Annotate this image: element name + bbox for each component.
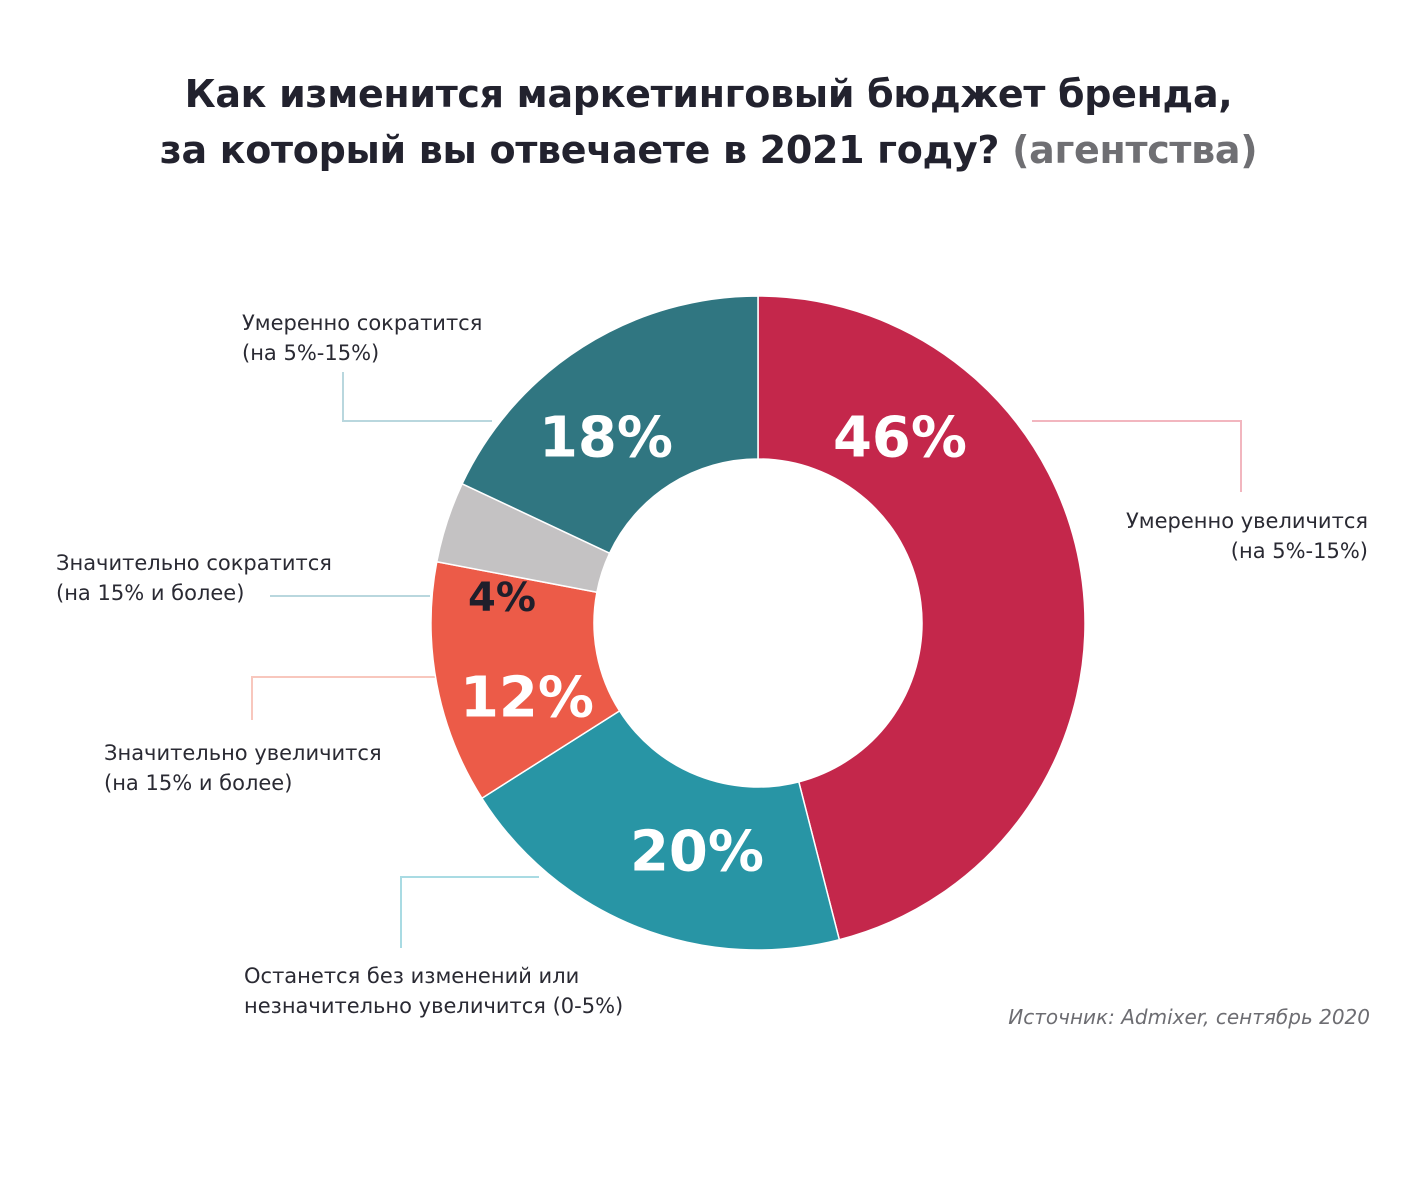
slice-category-label: Значительно увеличится (на 15% и более) bbox=[104, 741, 382, 795]
slice-category-label-line: Умеренно увеличится bbox=[1126, 509, 1368, 533]
leader-lines bbox=[251, 372, 1242, 948]
slice-category-label: Умеренно сократится (на 5%-15%) bbox=[242, 311, 482, 365]
leader-line bbox=[400, 876, 539, 948]
chart-title-line-2: за который вы отвечаете в 2021 году? (аг… bbox=[0, 122, 1417, 178]
leader-line bbox=[251, 676, 456, 720]
slice-category-label-line: (на 15% и более) bbox=[56, 581, 244, 605]
slice-category-label-line: незначительно увеличится (0-5%) bbox=[244, 994, 623, 1018]
slice-category-label-line: Значительно увеличится bbox=[104, 741, 382, 765]
leader-line bbox=[1032, 420, 1242, 492]
slice-percent-label: 18% bbox=[539, 406, 673, 471]
slice-percent-label: 46% bbox=[833, 406, 967, 471]
slice-category-label-line: Значительно сократится bbox=[56, 551, 332, 575]
slice-category-label-line: Умеренно сократится bbox=[242, 311, 482, 335]
slice-category-label-line: Останется без изменений или bbox=[244, 964, 579, 988]
chart-title: Как изменится маркетинговый бюджет бренд… bbox=[0, 66, 1417, 178]
donut-slice bbox=[480, 709, 841, 951]
slice-percent-label: 4% bbox=[468, 575, 536, 621]
slice-category-label-line: (на 5%-15%) bbox=[242, 341, 379, 365]
slice-percent-label: 20% bbox=[630, 820, 764, 885]
slice-percent-label: 12% bbox=[460, 666, 594, 731]
donut-slices bbox=[430, 295, 1086, 951]
donut-slice bbox=[461, 295, 759, 555]
slice-category-label: Значительно сократится (на 15% и более) bbox=[56, 551, 332, 605]
chart-title-line-1: Как изменится маркетинговый бюджет бренд… bbox=[184, 72, 1233, 116]
chart-title-main: за который вы отвечаете в 2021 году? bbox=[159, 128, 1000, 172]
chart-title-subtitle: (агентства) bbox=[1012, 128, 1258, 172]
slice-category-label-line: (на 5%-15%) bbox=[1231, 539, 1368, 563]
percent-labels: 46% 20% 12% 4% 18% bbox=[460, 406, 967, 885]
donut-slice bbox=[430, 560, 621, 800]
slice-category-label-line: (на 15% и более) bbox=[104, 771, 292, 795]
slice-category-label: Останется без изменений или незначительно… bbox=[244, 964, 623, 1018]
donut-slice bbox=[757, 295, 1086, 941]
source-note: Источник: Admixer, сентябрь 2020 bbox=[1008, 1005, 1370, 1029]
category-labels: Умеренно увеличится (на 5%-15%) Останется … bbox=[56, 311, 1368, 1018]
leader-line bbox=[342, 372, 492, 422]
slice-category-label: Умеренно увеличится (на 5%-15%) bbox=[1126, 509, 1368, 563]
